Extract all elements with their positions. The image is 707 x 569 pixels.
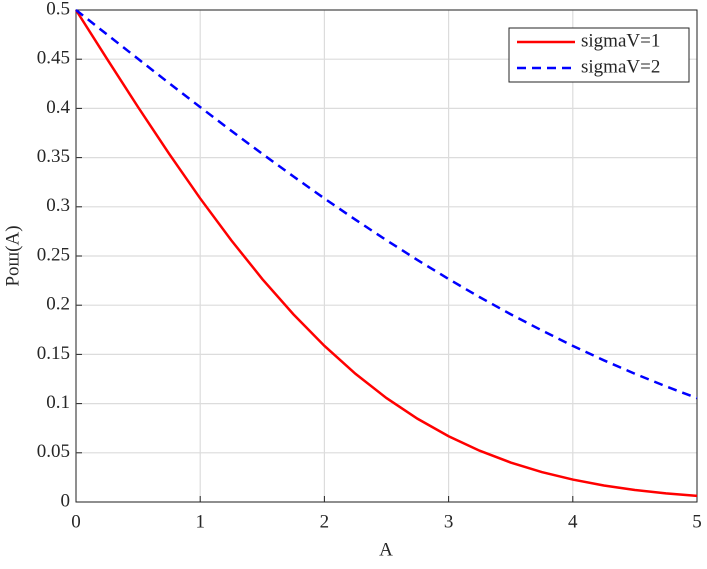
y-tick-label: 0.1: [46, 392, 70, 413]
y-tick-label: 0.35: [37, 146, 70, 167]
line-series: [75, 9, 698, 400]
y-tick-label: 0.3: [46, 195, 70, 216]
legend-box: [508, 27, 690, 83]
plot-frame: [75, 9, 698, 503]
x-tick-label: 5: [692, 511, 702, 532]
y-tick-label: 0.4: [46, 97, 70, 118]
x-axis-label: A: [379, 539, 393, 560]
x-tick-label: 1: [195, 511, 205, 532]
x-tick-label: 4: [568, 511, 578, 532]
x-tick-label: 0: [71, 511, 81, 532]
y-tick-label: 0.15: [37, 343, 70, 364]
y-tick-label: 0: [61, 490, 71, 511]
y-tick-label: 0.25: [37, 244, 70, 265]
x-tick-label: 2: [320, 511, 330, 532]
legend: sigmaV=1 sigmaV=2: [508, 27, 690, 83]
legend-label: sigmaV=1: [581, 30, 660, 51]
y-tick-label: 0.45: [37, 48, 70, 69]
x-tick-label: 3: [444, 511, 454, 532]
y-tick-label: 0.2: [46, 294, 70, 315]
line-series: [74, 9, 698, 498]
y-tick-label: 0.05: [37, 441, 70, 462]
y-tick-label: 0.5: [46, 0, 70, 19]
y-axis-label: Pош(A): [2, 225, 23, 286]
legend-label: sigmaV=2: [581, 56, 660, 77]
